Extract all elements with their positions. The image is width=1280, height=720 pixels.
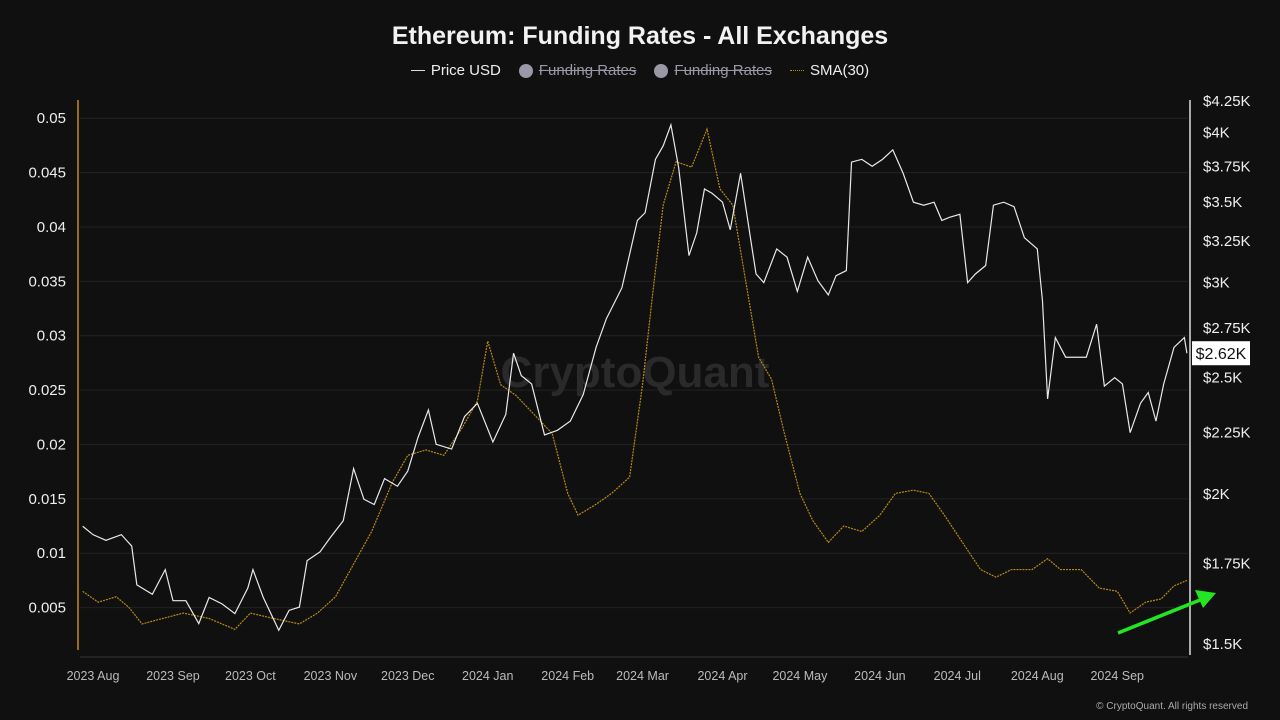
y-right-tick-label: $2.75K: [1203, 320, 1251, 337]
y-left-tick-label: 0.04: [37, 219, 66, 236]
legend-item-funding-rates-2[interactable]: Funding Rates: [654, 62, 772, 79]
x-tick-label: 2024 Mar: [616, 669, 669, 683]
y-right-tick-label: $2.5K: [1203, 370, 1242, 387]
x-tick-label: 2023 Aug: [67, 669, 120, 683]
y-right-tick-label: $1.75K: [1203, 556, 1251, 573]
current-price-label: $2.62K: [1196, 346, 1247, 363]
legend-item-price[interactable]: Price USD: [410, 62, 501, 79]
legend-label: Price USD: [430, 62, 501, 79]
y-right-tick-label: $4.25K: [1203, 93, 1251, 110]
y-left-tick-label: 0.05: [37, 110, 66, 127]
x-tick-label: 2023 Oct: [225, 669, 276, 683]
price-usd-line: [82, 122, 1188, 632]
y-right-tick-label: $3.25K: [1203, 233, 1251, 250]
legend-label: Funding Rates: [674, 62, 772, 79]
sma30-line: [82, 127, 1188, 631]
y-right-tick-label: $2.25K: [1203, 425, 1251, 442]
y-right-tick-label: $1.5K: [1203, 636, 1242, 653]
x-tick-label: 2024 May: [772, 669, 828, 683]
y-right-tick-label: $3.75K: [1203, 158, 1251, 175]
x-tick-label: 2024 Aug: [1011, 669, 1064, 683]
y-right-tick-label: $4K: [1203, 125, 1230, 142]
legend-label: Funding Rates: [538, 62, 637, 79]
legend-item-funding-rates-1[interactable]: Funding Rates: [518, 62, 637, 79]
x-tick-label: 2024 Sep: [1090, 669, 1144, 683]
y-left-tick-label: 0.02: [37, 436, 66, 453]
x-tick-label: 2023 Nov: [304, 669, 358, 683]
current-price-tag: [1192, 341, 1250, 366]
y-left-tick-label: 0.01: [37, 545, 66, 562]
copyright: © CryptoQuant. All rights reserved: [1096, 701, 1248, 712]
y-left-tick-label: 0.005: [28, 600, 66, 617]
y-left-tick-label: 0.025: [28, 382, 66, 399]
chart-title: Ethereum: Funding Rates - All Exchanges: [391, 22, 889, 50]
line-swatch-icon: [410, 70, 425, 71]
legend: Price USD Funding Rates Funding Rates SM…: [0, 62, 1280, 79]
y-right-tick-label: $2K: [1203, 486, 1230, 503]
line-swatch-icon: [789, 70, 804, 71]
y-left-tick-label: 0.03: [37, 328, 66, 345]
y-left-tick-label: 0.045: [28, 165, 66, 182]
x-tick-label: 2024 Jul: [934, 669, 981, 683]
x-tick-label: 2024 Feb: [541, 669, 594, 683]
y-right-tick-label: $3K: [1203, 275, 1230, 292]
circle-swatch-icon: [654, 63, 669, 78]
circle-swatch-icon: [518, 63, 533, 78]
y-left-tick-label: 0.015: [28, 491, 66, 508]
arrow-annotation-shaft: [1117, 598, 1201, 635]
x-tick-label: 2024 Jan: [462, 669, 513, 683]
legend-item-sma30[interactable]: SMA(30): [789, 62, 870, 79]
y-left-tick-label: 0.035: [28, 273, 66, 290]
x-tick-label: 2024 Apr: [697, 669, 747, 683]
x-tick-label: 2023 Dec: [381, 669, 435, 683]
watermark: CryptoQuant: [501, 348, 770, 397]
x-tick-label: 2023 Sep: [146, 669, 200, 683]
arrow-annotation-head-icon: [1195, 590, 1216, 608]
y-right-tick-label: $3.5K: [1203, 194, 1242, 211]
legend-label: SMA(30): [809, 62, 870, 79]
x-tick-label: 2024 Jun: [854, 669, 905, 683]
